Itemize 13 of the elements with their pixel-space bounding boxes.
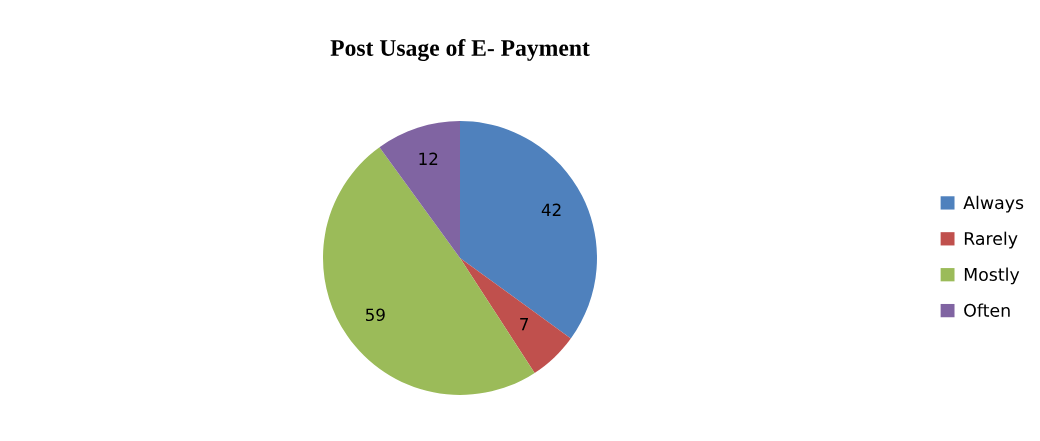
- chart-title: Post Usage of E- Payment: [330, 39, 590, 61]
- data-label: 59: [366, 308, 385, 322]
- pie-slice: [379, 121, 460, 258]
- pie-slice: [460, 121, 597, 339]
- data-label: 42: [541, 203, 561, 216]
- legend-label: Always: [963, 195, 1024, 213]
- legend-label: Often: [964, 303, 1010, 317]
- pie-slice: [460, 258, 571, 373]
- pie-slice: [323, 147, 535, 395]
- legend-label: Mostly: [964, 267, 1020, 285]
- data-label: 12: [419, 152, 438, 165]
- legend-label: Rarely: [964, 231, 1018, 249]
- data-label: 7: [520, 318, 528, 331]
